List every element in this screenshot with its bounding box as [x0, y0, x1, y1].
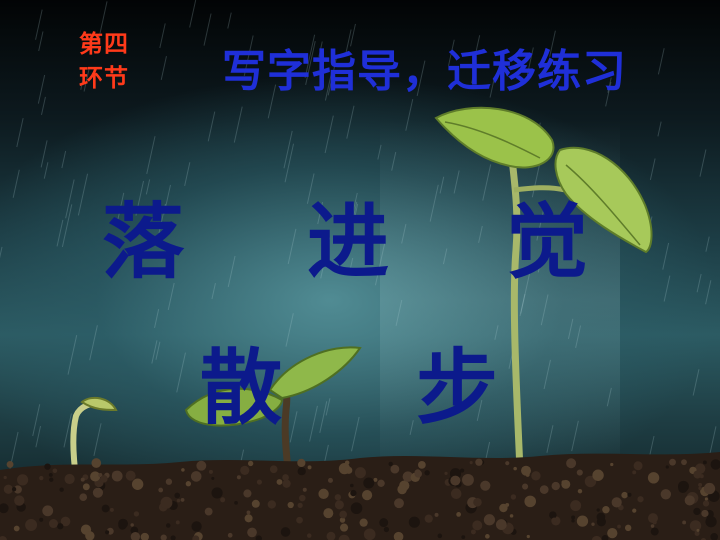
section-label-line2: 环节	[79, 64, 129, 92]
medium-seedling-leaf-left	[184, 387, 284, 427]
practice-character: 落	[102, 195, 185, 290]
slide-title: 写字指导，迁移练习	[222, 46, 627, 97]
practice-character: 散	[200, 341, 283, 436]
practice-character: 步	[416, 341, 499, 436]
small-sprout-head	[80, 396, 118, 412]
tall-seedling-leaf-right	[554, 146, 653, 254]
tall-seedling-stem	[508, 157, 524, 471]
medium-seedling-leaf-right	[268, 346, 362, 400]
section-label-line1: 第四	[79, 30, 129, 58]
section-label: 第四 环节	[79, 27, 145, 95]
practice-character: 进	[307, 195, 390, 290]
practice-character: 觉	[506, 195, 589, 290]
